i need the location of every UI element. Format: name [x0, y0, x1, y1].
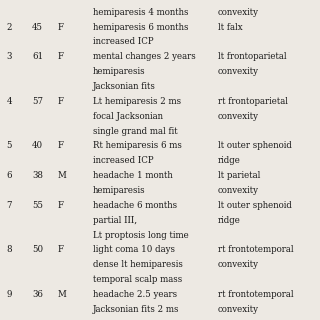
Text: F: F: [58, 23, 64, 32]
Text: 8: 8: [6, 245, 12, 254]
Text: dense lt hemiparesis: dense lt hemiparesis: [93, 260, 183, 269]
Text: 40: 40: [32, 141, 43, 150]
Text: headache 6 months: headache 6 months: [93, 201, 177, 210]
Text: lt outer sphenoid: lt outer sphenoid: [218, 201, 292, 210]
Text: Lt proptosis long time: Lt proptosis long time: [93, 231, 188, 240]
Text: convexity: convexity: [218, 260, 259, 269]
Text: temporal scalp mass: temporal scalp mass: [93, 275, 182, 284]
Text: F: F: [58, 201, 64, 210]
Text: headache 1 month: headache 1 month: [93, 171, 172, 180]
Text: single grand mal fit: single grand mal fit: [93, 127, 177, 136]
Text: 2: 2: [6, 23, 12, 32]
Text: increased ICP: increased ICP: [93, 156, 153, 165]
Text: M: M: [58, 290, 66, 299]
Text: convexity: convexity: [218, 8, 259, 17]
Text: lt parietal: lt parietal: [218, 171, 260, 180]
Text: 45: 45: [32, 23, 43, 32]
Text: hemiparesis 4 months: hemiparesis 4 months: [93, 8, 188, 17]
Text: F: F: [58, 52, 64, 61]
Text: headache 2.5 years: headache 2.5 years: [93, 290, 177, 299]
Text: 4: 4: [6, 97, 12, 106]
Text: hemiparesis 6 months: hemiparesis 6 months: [93, 23, 188, 32]
Text: increased ICP: increased ICP: [93, 37, 153, 46]
Text: 57: 57: [32, 97, 43, 106]
Text: focal Jacksonian: focal Jacksonian: [93, 112, 163, 121]
Text: M: M: [58, 171, 66, 180]
Text: 9: 9: [6, 290, 12, 299]
Text: convexity: convexity: [218, 112, 259, 121]
Text: 3: 3: [6, 52, 12, 61]
Text: 55: 55: [32, 201, 43, 210]
Text: 38: 38: [32, 171, 43, 180]
Text: ridge: ridge: [218, 216, 240, 225]
Text: F: F: [58, 97, 64, 106]
Text: Rt hemiparesis 6 ms: Rt hemiparesis 6 ms: [93, 141, 182, 150]
Text: F: F: [58, 245, 64, 254]
Text: 6: 6: [6, 171, 12, 180]
Text: Lt hemiparesis 2 ms: Lt hemiparesis 2 ms: [93, 97, 181, 106]
Text: Jacksonian fits 2 ms: Jacksonian fits 2 ms: [93, 305, 179, 314]
Text: 5: 5: [6, 141, 12, 150]
Text: hemiparesis: hemiparesis: [93, 186, 145, 195]
Text: convexity: convexity: [218, 67, 259, 76]
Text: lt frontoparietal: lt frontoparietal: [218, 52, 286, 61]
Text: partial III,: partial III,: [93, 216, 137, 225]
Text: mental changes 2 years: mental changes 2 years: [93, 52, 196, 61]
Text: rt frontotemporal: rt frontotemporal: [218, 290, 293, 299]
Text: 7: 7: [6, 201, 12, 210]
Text: light coma 10 days: light coma 10 days: [93, 245, 175, 254]
Text: 36: 36: [32, 290, 43, 299]
Text: lt outer sphenoid: lt outer sphenoid: [218, 141, 292, 150]
Text: ridge: ridge: [218, 156, 240, 165]
Text: Jacksonian fits: Jacksonian fits: [93, 82, 156, 91]
Text: convexity: convexity: [218, 305, 259, 314]
Text: convexity: convexity: [218, 186, 259, 195]
Text: rt frontoparietal: rt frontoparietal: [218, 97, 288, 106]
Text: hemiparesis: hemiparesis: [93, 67, 145, 76]
Text: 61: 61: [32, 52, 43, 61]
Text: F: F: [58, 141, 64, 150]
Text: 50: 50: [32, 245, 43, 254]
Text: lt falx: lt falx: [218, 23, 242, 32]
Text: rt frontotemporal: rt frontotemporal: [218, 245, 293, 254]
